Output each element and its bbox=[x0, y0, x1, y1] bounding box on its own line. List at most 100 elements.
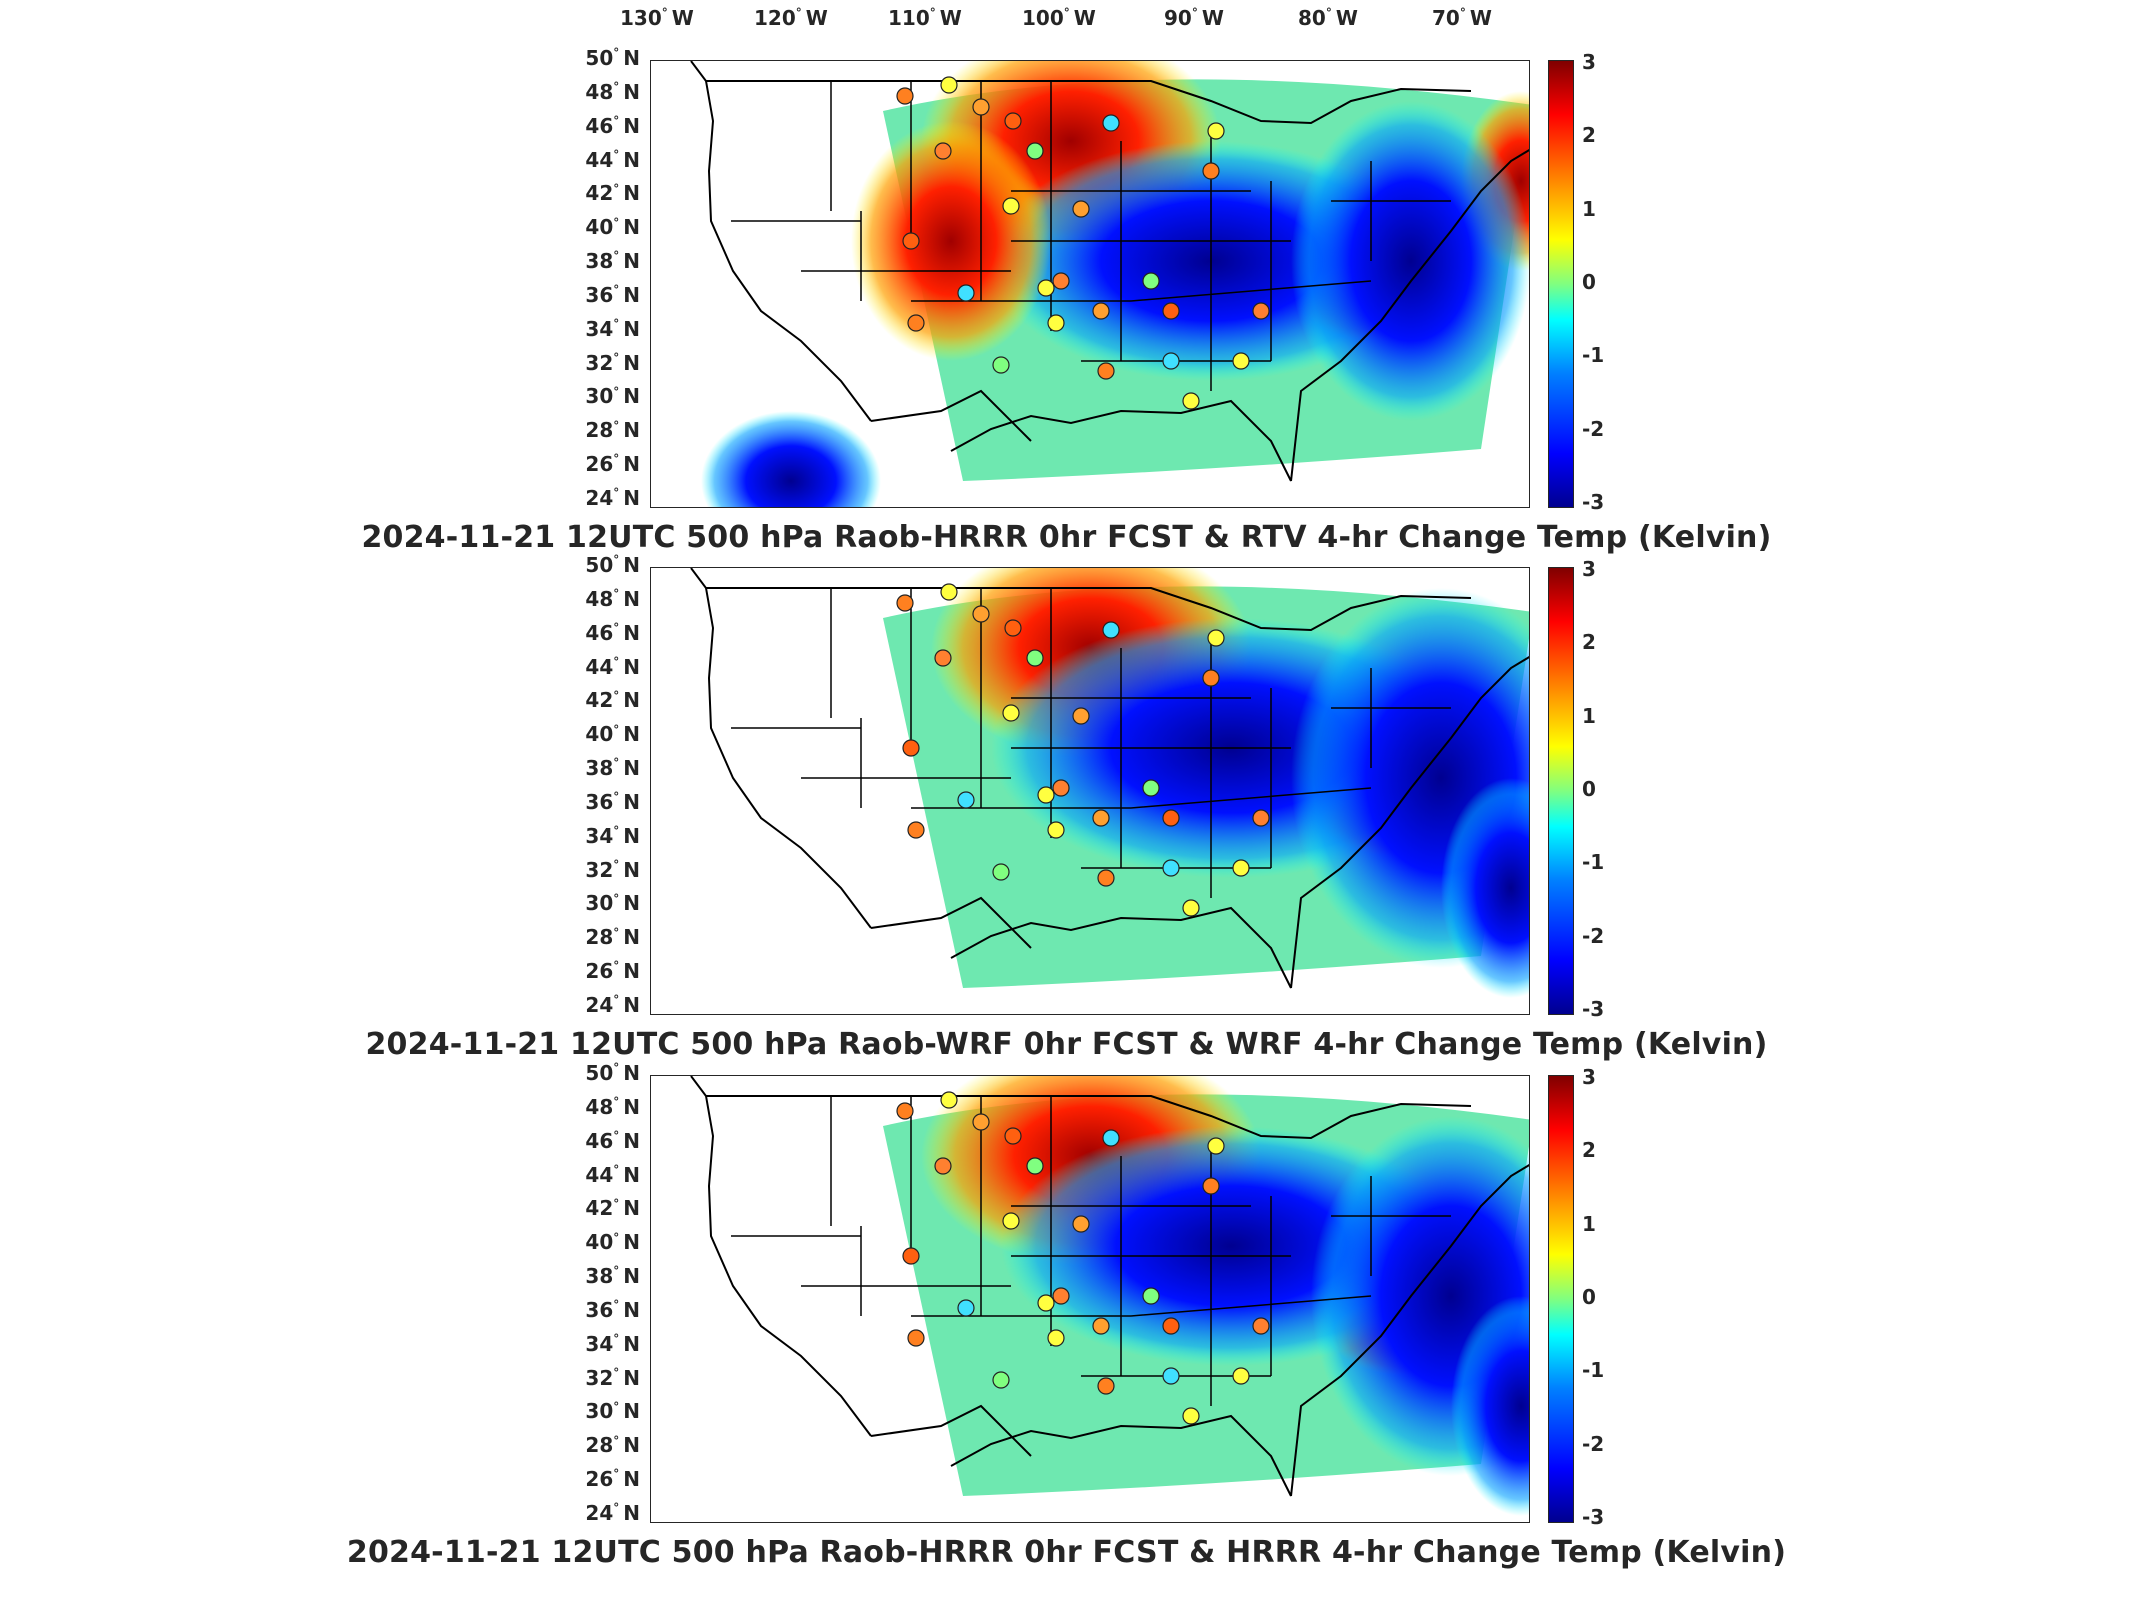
lat-label: 38° N bbox=[585, 756, 640, 781]
raob-station-marker bbox=[972, 98, 990, 116]
lat-label: 32° N bbox=[585, 350, 640, 375]
lat-label: 46° N bbox=[585, 1128, 640, 1153]
colorbar-tick-label: 3 bbox=[1582, 1065, 1596, 1089]
colorbar-tick-label: 1 bbox=[1582, 1211, 1596, 1236]
raob-station-marker bbox=[902, 1247, 920, 1265]
colorbar-tick-label: -1 bbox=[1582, 850, 1605, 875]
raob-stations bbox=[896, 1091, 1270, 1425]
us-canada-border bbox=[706, 1095, 1472, 1140]
colorbar-tick-label: -2 bbox=[1582, 1431, 1605, 1456]
colorbar-tick-label: 1 bbox=[1582, 703, 1596, 728]
lat-label: 24° N bbox=[585, 993, 640, 1017]
raob-stations bbox=[896, 583, 1270, 917]
raob-station-marker bbox=[1052, 272, 1070, 290]
lon-label: 80° W bbox=[1298, 6, 1358, 30]
raob-station-marker bbox=[1207, 629, 1225, 647]
mexico-border bbox=[870, 1404, 1032, 1457]
raob-station-marker bbox=[992, 1371, 1010, 1389]
lat-label: 44° N bbox=[585, 147, 640, 172]
colorbar-tick-label: 2 bbox=[1582, 630, 1596, 655]
colorbar-tick-label: -3 bbox=[1582, 1505, 1605, 1529]
lon-label: 120° W bbox=[754, 6, 828, 30]
panel-title: 2024-11-21 12UTC 500 hPa Raob-WRF 0hr FC… bbox=[365, 1027, 1768, 1062]
lat-label: 48° N bbox=[585, 586, 640, 611]
raob-station-marker bbox=[1182, 392, 1200, 410]
state-lines bbox=[731, 1096, 1451, 1406]
raob-station-marker bbox=[1097, 869, 1115, 887]
raob-station-marker bbox=[1142, 1287, 1160, 1305]
lat-label: 38° N bbox=[585, 1264, 640, 1289]
lat-label: 40° N bbox=[585, 215, 640, 240]
colorbar-tick-label: -1 bbox=[1582, 1358, 1605, 1383]
raob-station-marker bbox=[1097, 362, 1115, 380]
lat-label: 42° N bbox=[585, 1196, 640, 1221]
raob-station-marker bbox=[896, 87, 914, 105]
colorbar-tick-label: 3 bbox=[1582, 50, 1596, 74]
colorbar-tick-label: -1 bbox=[1582, 343, 1605, 368]
raob-station-marker bbox=[1002, 197, 1020, 215]
raob-station-marker bbox=[1047, 1329, 1065, 1347]
raob-station-marker bbox=[1026, 649, 1044, 667]
raob-station-marker bbox=[940, 1091, 958, 1109]
map-canvas bbox=[690, 1076, 1529, 1516]
lat-label: 34° N bbox=[585, 1331, 640, 1356]
cold-anomaly-region bbox=[1291, 101, 1529, 421]
raob-station-marker bbox=[992, 356, 1010, 374]
raob-station-marker bbox=[1092, 809, 1110, 827]
raob-station-marker bbox=[1047, 314, 1065, 332]
raob-station-marker bbox=[1002, 1212, 1020, 1230]
gulf-coast bbox=[950, 1414, 1292, 1497]
lat-label: 50° N bbox=[585, 46, 640, 70]
raob-station-marker bbox=[896, 1102, 914, 1120]
boundaries bbox=[690, 61, 1529, 482]
raob-station-marker bbox=[1097, 1377, 1115, 1395]
lat-label: 24° N bbox=[585, 1501, 640, 1525]
raob-station-marker bbox=[972, 605, 990, 623]
raob-station-marker bbox=[972, 1113, 990, 1131]
colorbar-tick-label: -3 bbox=[1582, 490, 1605, 514]
lat-label: 26° N bbox=[585, 1467, 640, 1492]
raob-station-marker bbox=[940, 583, 958, 601]
lat-label: 36° N bbox=[585, 1297, 640, 1322]
lat-label: 48° N bbox=[585, 1094, 640, 1119]
colorbar-tick-label: -3 bbox=[1582, 997, 1605, 1021]
lat-label: 30° N bbox=[585, 1399, 640, 1424]
mexico-border bbox=[870, 896, 1032, 949]
map-panel: 50° N 48° N 46° N 44° N 42° N 40° N 38° N 36° N 34° N 32° N… bbox=[0, 553, 2133, 1087]
raob-station-marker bbox=[957, 284, 975, 302]
raob-station-marker bbox=[1232, 859, 1250, 877]
raob-station-marker bbox=[907, 314, 925, 332]
raob-station-marker bbox=[1162, 1367, 1180, 1385]
boundaries bbox=[690, 568, 1529, 989]
lat-label: 26° N bbox=[585, 959, 640, 984]
raob-station-marker bbox=[1004, 1127, 1022, 1145]
raob-station-marker bbox=[1047, 821, 1065, 839]
cold-anomaly-region bbox=[1441, 778, 1529, 998]
us-canada-border bbox=[706, 80, 1472, 125]
map-panel: 50° N 48° N 46° N 44° N 42° N 40° N 38° N 36° N 34° N 32° N… bbox=[0, 1061, 2133, 1595]
colorbar bbox=[1548, 60, 1574, 508]
west-coast bbox=[690, 568, 872, 929]
us-canada-border bbox=[706, 587, 1472, 632]
lat-label: 40° N bbox=[585, 1230, 640, 1255]
raob-station-marker bbox=[1142, 272, 1160, 290]
map-canvas bbox=[690, 568, 1529, 998]
lat-label: 50° N bbox=[585, 553, 640, 577]
raob-station-marker bbox=[934, 142, 952, 160]
raob-station-marker bbox=[957, 791, 975, 809]
map-canvas bbox=[690, 61, 1529, 507]
lat-label: 44° N bbox=[585, 1162, 640, 1187]
lat-label: 48° N bbox=[585, 79, 640, 104]
raob-station-marker bbox=[1004, 112, 1022, 130]
lat-label: 34° N bbox=[585, 823, 640, 848]
raob-station-marker bbox=[1037, 786, 1055, 804]
colorbar-tick-label: 2 bbox=[1582, 1138, 1596, 1163]
raob-station-marker bbox=[1162, 859, 1180, 877]
lon-label: 90° W bbox=[1164, 6, 1224, 30]
raob-station-marker bbox=[1162, 1317, 1180, 1335]
lat-label: 30° N bbox=[585, 384, 640, 409]
lat-label: 42° N bbox=[585, 181, 640, 206]
colorbar-tick-label: 0 bbox=[1582, 1285, 1596, 1309]
raob-station-marker bbox=[992, 863, 1010, 881]
raob-station-marker bbox=[907, 1329, 925, 1347]
